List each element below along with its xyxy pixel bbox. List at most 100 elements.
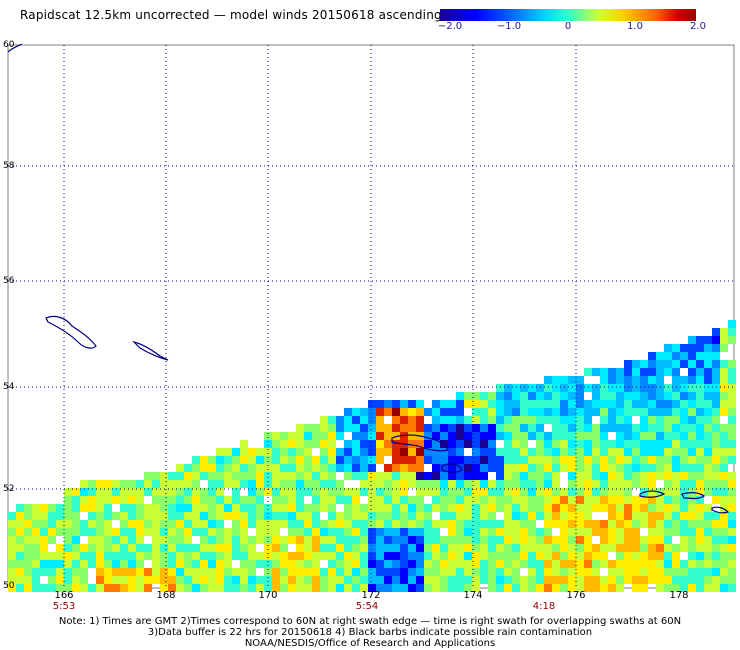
swath-cell bbox=[16, 584, 24, 592]
swath-cell bbox=[240, 528, 248, 536]
swath-cell bbox=[280, 512, 288, 520]
swath-cell bbox=[640, 400, 648, 408]
swath-cell bbox=[384, 480, 392, 488]
swath-cell bbox=[568, 520, 576, 528]
swath-cell bbox=[648, 576, 656, 584]
swath-cell bbox=[344, 456, 352, 464]
swath-cell bbox=[392, 472, 400, 480]
swath-cell bbox=[680, 360, 688, 368]
swath-cell bbox=[616, 528, 624, 536]
swath-cell bbox=[272, 432, 280, 440]
swath-cell bbox=[448, 488, 456, 496]
swath-cell bbox=[584, 472, 592, 480]
swath-cell bbox=[512, 536, 520, 544]
swath-cell bbox=[312, 488, 320, 496]
swath-cell bbox=[256, 496, 264, 504]
swath-cell bbox=[184, 568, 192, 576]
swath-cell bbox=[640, 360, 648, 368]
swath-cell bbox=[312, 464, 320, 472]
swath-cell bbox=[536, 384, 544, 392]
swath-cell bbox=[568, 440, 576, 448]
swath-cell bbox=[688, 552, 696, 560]
swath-cell bbox=[288, 440, 296, 448]
swath-cell bbox=[72, 520, 80, 528]
swath-cell bbox=[512, 512, 520, 520]
swath-cell bbox=[464, 536, 472, 544]
swath-cell bbox=[664, 432, 672, 440]
swath-cell bbox=[104, 520, 112, 528]
swath-cell bbox=[208, 480, 216, 488]
swath-cell bbox=[576, 536, 584, 544]
swath-cell bbox=[720, 376, 728, 384]
swath-cell bbox=[704, 424, 712, 432]
swath-cell bbox=[440, 568, 448, 576]
swath-cell bbox=[456, 520, 464, 528]
swath-cell bbox=[728, 456, 736, 464]
swath-cell bbox=[200, 584, 208, 592]
swath-cell bbox=[144, 520, 152, 528]
swath-cell bbox=[136, 488, 144, 496]
swath-cell bbox=[240, 536, 248, 544]
swath-cell bbox=[608, 560, 616, 568]
swath-cell bbox=[288, 448, 296, 456]
swath-cell bbox=[624, 424, 632, 432]
swath-cell bbox=[448, 464, 456, 472]
swath-cell bbox=[480, 464, 488, 472]
swath-cell bbox=[552, 456, 560, 464]
swath-cell bbox=[400, 416, 408, 424]
swath-cell bbox=[704, 544, 712, 552]
swath-cell bbox=[272, 464, 280, 472]
swath-cell bbox=[104, 576, 112, 584]
swath-cell bbox=[712, 344, 720, 352]
swath-cell bbox=[640, 384, 648, 392]
swath-cell bbox=[520, 464, 528, 472]
lat-label-52: 52 bbox=[3, 484, 15, 494]
swath-cell bbox=[640, 416, 648, 424]
swath-cell bbox=[496, 528, 504, 536]
swath-cell bbox=[256, 512, 264, 520]
swath-cell bbox=[664, 480, 672, 488]
swath-cell bbox=[616, 584, 624, 592]
swath-cell bbox=[552, 424, 560, 432]
swath-cell bbox=[128, 552, 136, 560]
swath-cell bbox=[608, 544, 616, 552]
swath-cell bbox=[288, 432, 296, 440]
swath-cell bbox=[592, 448, 600, 456]
swath-cell bbox=[472, 504, 480, 512]
swath-cell bbox=[488, 488, 496, 496]
swath-cell bbox=[40, 512, 48, 520]
swath-cell bbox=[304, 448, 312, 456]
swath-cell bbox=[536, 496, 544, 504]
swath-cell bbox=[264, 456, 272, 464]
swath-cell bbox=[512, 584, 520, 592]
swath-cell bbox=[440, 512, 448, 520]
swath-cell bbox=[384, 568, 392, 576]
swath-cell bbox=[600, 432, 608, 440]
swath-cell bbox=[640, 520, 648, 528]
swath-cell bbox=[280, 568, 288, 576]
swath-cell bbox=[728, 576, 736, 584]
swath-cell bbox=[464, 520, 472, 528]
swath-cell bbox=[376, 520, 384, 528]
swath-cell bbox=[264, 528, 272, 536]
swath-cell bbox=[248, 544, 256, 552]
swath-cell bbox=[648, 472, 656, 480]
swath-cell bbox=[720, 472, 728, 480]
swath-cell bbox=[216, 576, 224, 584]
swath-cell bbox=[48, 504, 56, 512]
swath-cell bbox=[264, 432, 272, 440]
swath-cell bbox=[416, 424, 424, 432]
swath-cell bbox=[8, 560, 16, 568]
swath-cell bbox=[496, 584, 504, 592]
swath-cell bbox=[648, 456, 656, 464]
swath-cell bbox=[576, 552, 584, 560]
swath-cell bbox=[272, 584, 280, 592]
swath-cell bbox=[696, 584, 704, 592]
swath-cell bbox=[152, 544, 160, 552]
swath-cell bbox=[512, 568, 520, 576]
swath-cell bbox=[160, 584, 168, 592]
swath-cell bbox=[368, 512, 376, 520]
swath-cell bbox=[400, 472, 408, 480]
swath-cell bbox=[544, 480, 552, 488]
swath-cell bbox=[664, 496, 672, 504]
